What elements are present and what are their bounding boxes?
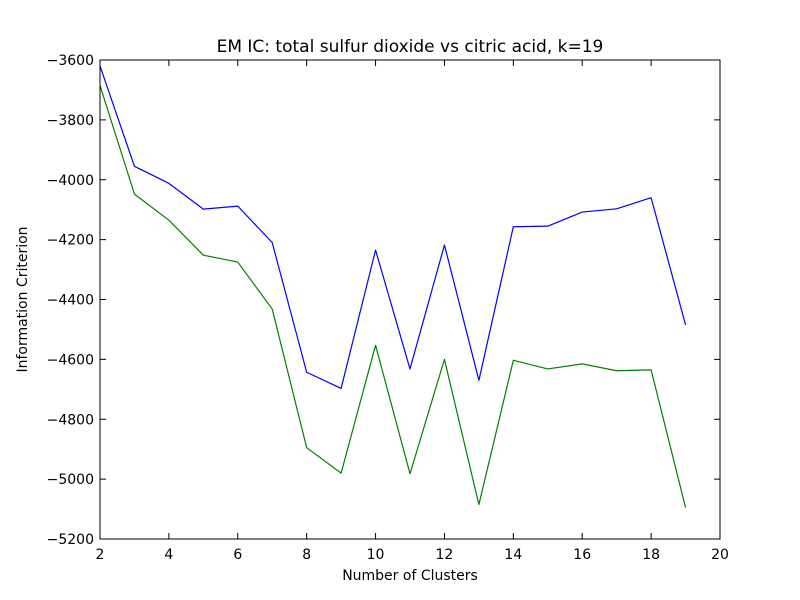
tick-layer: 2 4 6 8 10 12 14 16 18 20 −3600 −3800 −4000 −4200 −440…	[47, 53, 729, 563]
x-axis-label: Number of Clusters	[342, 568, 478, 584]
chart-title: EM IC: total sulfur dioxide vs citric ac…	[217, 37, 604, 57]
y-tick-label: −3800	[47, 113, 94, 129]
x-tick-label: 12	[436, 547, 454, 563]
y-tick-label: −5000	[47, 472, 94, 488]
x-tick-label: 2	[96, 547, 105, 563]
y-tick-label: −5200	[47, 532, 94, 548]
x-tick-label: 4	[164, 547, 173, 563]
series-layer	[99, 65, 687, 508]
y-tick-label: −3600	[47, 53, 94, 69]
x-tick-label: 10	[367, 547, 385, 563]
x-tick-label: 14	[504, 547, 522, 563]
series-line-2	[99, 85, 687, 508]
x-tick-label: 18	[642, 547, 660, 563]
y-tick-label: −4200	[47, 233, 94, 249]
plot-area	[100, 60, 720, 539]
y-tick-label: −4000	[47, 173, 94, 189]
y-tick-label: −4600	[47, 352, 94, 368]
y-tick-label: −4800	[47, 412, 94, 428]
x-tick-label: 20	[711, 547, 729, 563]
x-tick-label: 6	[233, 547, 242, 563]
y-tick-label: −4400	[47, 293, 94, 309]
series-line-1	[99, 65, 687, 390]
x-tick-label: 8	[302, 547, 311, 563]
y-axis-label: Information Criterion	[15, 226, 31, 372]
x-tick-label: 16	[573, 547, 591, 563]
